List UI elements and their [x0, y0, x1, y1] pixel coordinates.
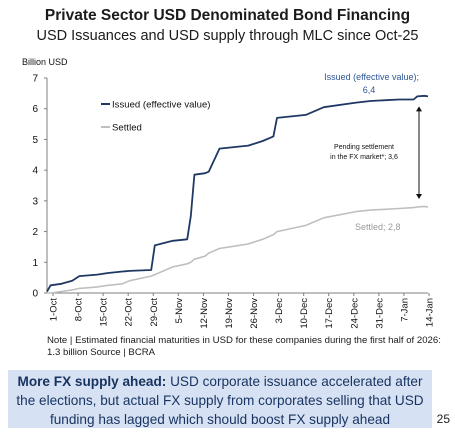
x-tick-label: 24-Dec: [349, 298, 360, 329]
chart-annotations: Issued (effective value); 6,4 Pending se…: [324, 72, 422, 232]
issued-end-annotation-line1: Issued (effective value);: [324, 72, 419, 82]
x-tick-label: 12-Nov: [199, 298, 210, 329]
x-tick-label: 5-Nov: [174, 298, 185, 324]
pending-arrow-head-up: [416, 106, 422, 112]
issued-end-annotation-line2: 6,4: [363, 85, 376, 95]
page-number: 25: [436, 412, 450, 426]
series-lines: [46, 94, 429, 294]
chart-note: Note | Estimated financial maturities in…: [47, 335, 441, 358]
legend-label-issued: Issued (effective value): [112, 100, 210, 111]
x-tick-label: 15-Oct: [99, 298, 110, 327]
callout-text: USD corporate issuance accelerated after…: [16, 374, 424, 427]
x-tick-label: 1-Oct: [49, 298, 60, 322]
y-tick-label: 0: [32, 289, 38, 300]
pending-annotation-line2: in the FX market*; 3,6: [330, 154, 398, 161]
series-line-issued: [46, 94, 429, 292]
y-tick-label: 1: [32, 258, 38, 269]
y-tick-label: 2: [32, 227, 38, 238]
x-tick-label: 26-Nov: [249, 298, 260, 329]
x-axis: 1-Oct 8-Oct 15-Oct 22-Oct 29-Oct 5-Nov 12-Nov 1…: [47, 292, 436, 329]
pending-arrow-head-down: [416, 194, 422, 199]
x-tick-label: 19-Nov: [224, 298, 235, 329]
x-tick-label: 29-Oct: [149, 298, 160, 327]
x-tick-label: 14-Jan: [425, 298, 436, 327]
pending-annotation-line1: Pending settlement: [334, 144, 394, 151]
y-tick-label: 3: [32, 196, 38, 207]
x-tick-label: 7-Jan: [399, 298, 410, 322]
y-tick-label: 4: [32, 166, 38, 177]
series-line-settled: [47, 205, 429, 294]
page-subtitle: USD Issuances and USD supply through MLC…: [36, 28, 419, 44]
summary-callout: More FX supply ahead: USD corporate issu…: [8, 370, 432, 428]
x-tick-label: 31-Dec: [374, 298, 385, 329]
x-tick-label: 22-Oct: [124, 298, 135, 327]
x-tick-label: 8-Oct: [74, 298, 85, 322]
legend-label-settled: Settled: [112, 123, 142, 134]
y-tick-label: 6: [32, 104, 38, 115]
x-tick-label: 10-Dec: [299, 298, 310, 329]
y-tick-label: 7: [32, 74, 38, 85]
callout-heading: More FX supply ahead:: [17, 374, 167, 389]
x-tick-label: 3-Dec: [274, 298, 285, 324]
y-axis: 0 1 2 3 4 5 6 7: [32, 74, 48, 300]
y-axis-label: Billion USD: [22, 57, 68, 67]
settled-end-annotation: Settled; 2,8: [355, 222, 401, 232]
x-tick-label: 17-Dec: [324, 298, 335, 329]
page-title: Private Sector USD Denominated Bond Fina…: [44, 7, 411, 24]
bond-financing-line-chart: Billion USD 0 1 2 3 4 5 6 7 1-Oct 8-Oct 15-Oct 22-…: [22, 57, 436, 329]
y-tick-label: 5: [32, 135, 38, 146]
legend: Issued (effective value) Settled: [101, 100, 210, 134]
